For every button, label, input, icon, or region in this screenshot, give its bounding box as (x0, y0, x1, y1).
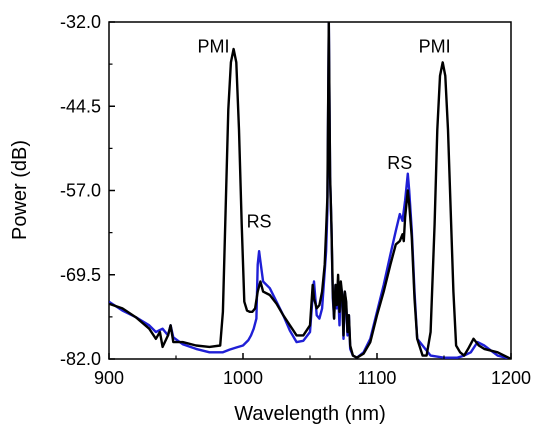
x-tick-label: 1000 (223, 368, 263, 388)
annotation-pmi-1: PMI (198, 36, 230, 56)
annotation-rs-2: RS (247, 212, 272, 232)
annotation-pmi-4: PMI (419, 36, 451, 56)
y-tick-label: -69.5 (60, 265, 101, 285)
x-tick-label: 900 (94, 368, 124, 388)
y-tick-label: -44.5 (60, 96, 101, 116)
annotations: PMI RS RS PMI (198, 36, 451, 231)
series-layer (109, 22, 511, 359)
series-line-2 (109, 22, 511, 359)
annotation-rs-3: RS (387, 153, 412, 173)
x-tick-label: 1200 (491, 368, 531, 388)
y-axis-ticks: -82.0 -69.5 -57.0 -44.5 -32.0 (60, 12, 115, 369)
y-tick-label: -32.0 (60, 12, 101, 32)
y-axis-label: Power (dB) (9, 140, 31, 240)
x-axis-ticks: 900 1000 1100 1200 (94, 353, 531, 388)
y-tick-label: -82.0 (60, 349, 101, 369)
y-tick-label: -57.0 (60, 181, 101, 201)
x-tick-label: 1100 (358, 368, 397, 388)
x-axis-label: Wavelength (nm) (234, 403, 386, 425)
